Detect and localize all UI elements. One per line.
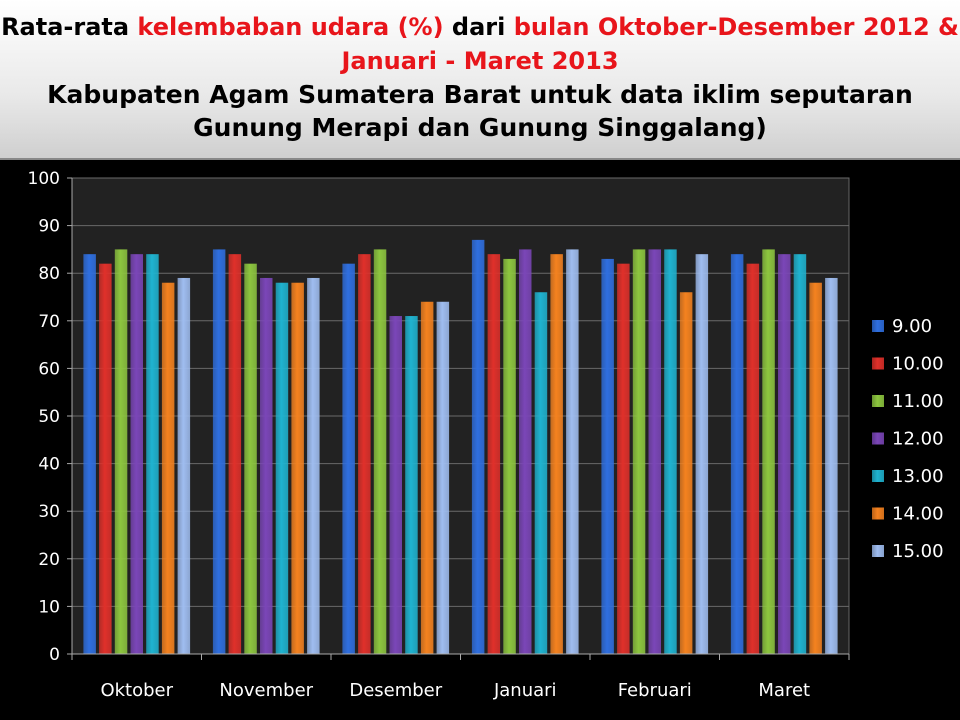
legend-label: 13.00 xyxy=(892,466,944,487)
bar-november-11-00 xyxy=(244,263,257,654)
legend-swatch xyxy=(872,507,884,520)
bar-desember-12-00 xyxy=(389,316,402,654)
bars xyxy=(83,239,838,654)
bar-januari-13-00 xyxy=(534,292,548,654)
bar-maret-13-00 xyxy=(793,254,807,654)
y-tick-label: 20 xyxy=(38,550,60,570)
axes: 0 10 20 30 40 50 60 70 80 90 100 Oktober November Des… xyxy=(28,169,850,701)
bar-januari-12-00 xyxy=(519,249,532,654)
bar-oktober-15-00 xyxy=(177,277,191,654)
bar-oktober-9-00 xyxy=(83,254,96,654)
y-tick-label: 10 xyxy=(38,597,60,617)
bar-desember-13-00 xyxy=(405,316,418,654)
bar-november-13-00 xyxy=(275,282,289,654)
title-part-4: bulan Oktober-Desember 2012 & Januari - … xyxy=(341,13,959,75)
legend-swatch xyxy=(872,357,884,370)
title-part-2: kelembaban udara (%) xyxy=(137,13,444,41)
x-category-label: November xyxy=(219,680,313,701)
bar-november-12-00 xyxy=(260,277,273,654)
bar-chart: 0 10 20 30 40 50 60 70 80 90 100 Oktober November Des… xyxy=(28,169,944,701)
bar-januari-9-00 xyxy=(471,239,485,654)
y-tick-label: 30 xyxy=(38,502,60,522)
chart-title: Rata-rata kelembaban udara (%) dari bula… xyxy=(0,0,960,78)
bar-januari-14-00 xyxy=(550,254,563,654)
legend-swatch xyxy=(872,470,884,482)
y-tick-label: 80 xyxy=(38,264,60,284)
bar-november-10-00 xyxy=(228,254,242,654)
bar-desember-11-00 xyxy=(373,249,387,654)
x-category-label: Oktober xyxy=(100,680,173,701)
legend-label: 15.00 xyxy=(892,541,944,562)
legend-swatch xyxy=(872,395,884,407)
bar-oktober-14-00 xyxy=(161,282,175,654)
legend-label: 14.00 xyxy=(892,504,944,525)
bar-oktober-10-00 xyxy=(99,263,112,654)
y-tick-label: 100 xyxy=(28,169,60,189)
bar-februari-14-00 xyxy=(679,292,693,654)
x-category-label: Desember xyxy=(349,680,442,701)
bar-februari-10-00 xyxy=(617,263,630,654)
bar-januari-15-00 xyxy=(566,249,579,654)
y-tick-label: 90 xyxy=(38,217,60,237)
legend: 9.00 10.00 11.00 12.00 13.00 14.00 15.00 xyxy=(872,316,944,562)
bar-februari-15-00 xyxy=(695,254,709,654)
x-category-label: Februari xyxy=(618,680,692,701)
y-tick-label: 70 xyxy=(38,312,60,332)
bar-oktober-11-00 xyxy=(114,249,128,654)
legend-label: 11.00 xyxy=(892,391,944,412)
bar-januari-11-00 xyxy=(503,258,516,654)
bar-desember-14-00 xyxy=(420,301,434,654)
chart-title-header: Rata-rata kelembaban udara (%) dari bula… xyxy=(0,0,960,160)
bar-november-15-00 xyxy=(307,277,320,654)
title-part-3: dari xyxy=(443,13,514,41)
bar-maret-14-00 xyxy=(809,282,822,654)
y-tick-label: 60 xyxy=(38,359,60,379)
bar-februari-12-00 xyxy=(648,249,661,654)
bar-desember-15-00 xyxy=(436,301,450,654)
legend-swatch xyxy=(872,545,884,557)
bar-november-14-00 xyxy=(291,282,304,654)
bar-oktober-13-00 xyxy=(146,254,159,654)
bar-januari-10-00 xyxy=(487,254,501,654)
bar-maret-9-00 xyxy=(730,254,744,654)
bar-desember-9-00 xyxy=(342,263,355,654)
legend-swatch xyxy=(872,320,884,332)
title-part-1: Rata-rata xyxy=(1,13,138,41)
bar-maret-10-00 xyxy=(746,263,760,654)
chart-subtitle: Kabupaten Agam Sumatera Barat untuk data… xyxy=(47,80,913,142)
legend-label: 9.00 xyxy=(892,316,932,337)
x-category-label: Januari xyxy=(493,680,557,701)
legend-label: 12.00 xyxy=(892,429,944,450)
bar-februari-13-00 xyxy=(664,249,677,654)
legend-swatch xyxy=(872,432,884,445)
x-category-label: Maret xyxy=(758,680,810,701)
legend-label: 10.00 xyxy=(892,354,944,375)
y-tick-label: 50 xyxy=(38,407,60,427)
bar-oktober-12-00 xyxy=(130,254,143,654)
bar-februari-9-00 xyxy=(601,258,614,654)
y-tick-label: 40 xyxy=(38,455,60,475)
bar-februari-11-00 xyxy=(632,249,646,654)
bar-maret-15-00 xyxy=(825,277,838,654)
bar-november-9-00 xyxy=(212,249,226,654)
bar-maret-12-00 xyxy=(778,254,791,654)
bar-desember-10-00 xyxy=(358,254,371,654)
y-tick-label: 0 xyxy=(49,645,60,665)
bar-maret-11-00 xyxy=(762,249,775,654)
